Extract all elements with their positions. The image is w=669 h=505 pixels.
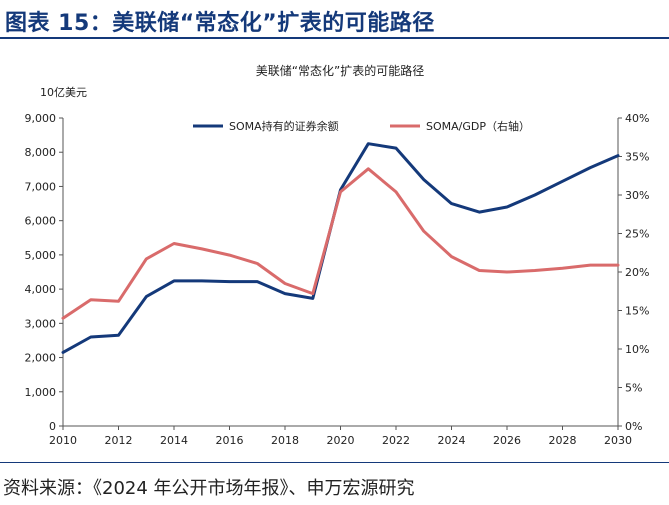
series-lines-group <box>61 142 620 354</box>
x-tick-label: 2014 <box>160 434 188 447</box>
legend-label-0: SOMA持有的证券余额 <box>229 119 339 133</box>
left-y-tick-label: 1,000 <box>25 386 57 399</box>
source-note: 资料来源：《2024 年公开市场年报》、申万宏源研究 <box>3 478 415 499</box>
right-y-tick-label: 40% <box>625 112 649 125</box>
x-tick-label: 2016 <box>216 434 244 447</box>
x-tick-label: 2022 <box>382 434 410 447</box>
right-y-tick-label: 0% <box>625 420 642 433</box>
chart-title: 美联储“常态化”扩表的可能路径 <box>256 63 424 78</box>
right-y-tick-label: 20% <box>625 266 649 279</box>
left-y-tick-label: 6,000 <box>25 215 57 228</box>
right-y-tick-label: 15% <box>625 305 649 318</box>
left-y-tick-label: 9,000 <box>25 112 57 125</box>
x-tick-label: 2028 <box>549 434 577 447</box>
x-tick-label: 2018 <box>271 434 299 447</box>
series-line-1 <box>61 167 620 320</box>
x-tick-label: 2024 <box>438 434 466 447</box>
x-tick-label: 2010 <box>49 434 77 447</box>
left-y-tick-label: 2,000 <box>25 352 57 365</box>
left-y-tick-label: 4,000 <box>25 283 57 296</box>
x-tick-label: 2020 <box>327 434 355 447</box>
legend: SOMA持有的证券余额 SOMA/GDP（右轴） <box>193 119 530 133</box>
tick-labels-group: 0 1,000 2,000 3,000 4,000 5,000 6,000 7,000 8,00… <box>25 112 650 447</box>
left-y-tick-label: 3,000 <box>25 317 57 330</box>
y-axis-unit-label: 10亿美元 <box>40 86 87 99</box>
x-tick-label: 2030 <box>604 434 632 447</box>
legend-label-1: SOMA/GDP（右轴） <box>426 119 530 133</box>
right-y-tick-label: 35% <box>625 151 649 164</box>
right-y-tick-label: 30% <box>625 189 649 202</box>
left-y-tick-label: 8,000 <box>25 146 57 159</box>
left-y-tick-label: 0 <box>49 420 56 433</box>
right-y-tick-label: 5% <box>625 382 642 395</box>
right-y-tick-label: 10% <box>625 343 649 356</box>
x-tick-label: 2026 <box>493 434 521 447</box>
right-y-tick-label: 25% <box>625 228 649 241</box>
left-y-tick-label: 5,000 <box>25 249 57 262</box>
line-chart: 美联储“常态化”扩表的可能路径 10亿美元 0 1,000 2,000 3,000 4,… <box>25 63 650 447</box>
figure-heading: 图表 15：美联储“常态化”扩表的可能路径 <box>5 11 435 36</box>
axes-group <box>59 117 622 430</box>
header-rule <box>0 37 669 39</box>
x-tick-label: 2012 <box>105 434 133 447</box>
series-line-0 <box>61 142 620 354</box>
figure-header: 图表 15：美联储“常态化”扩表的可能路径 <box>0 0 669 39</box>
footer-rule <box>0 462 669 463</box>
left-y-tick-label: 7,000 <box>25 180 57 193</box>
